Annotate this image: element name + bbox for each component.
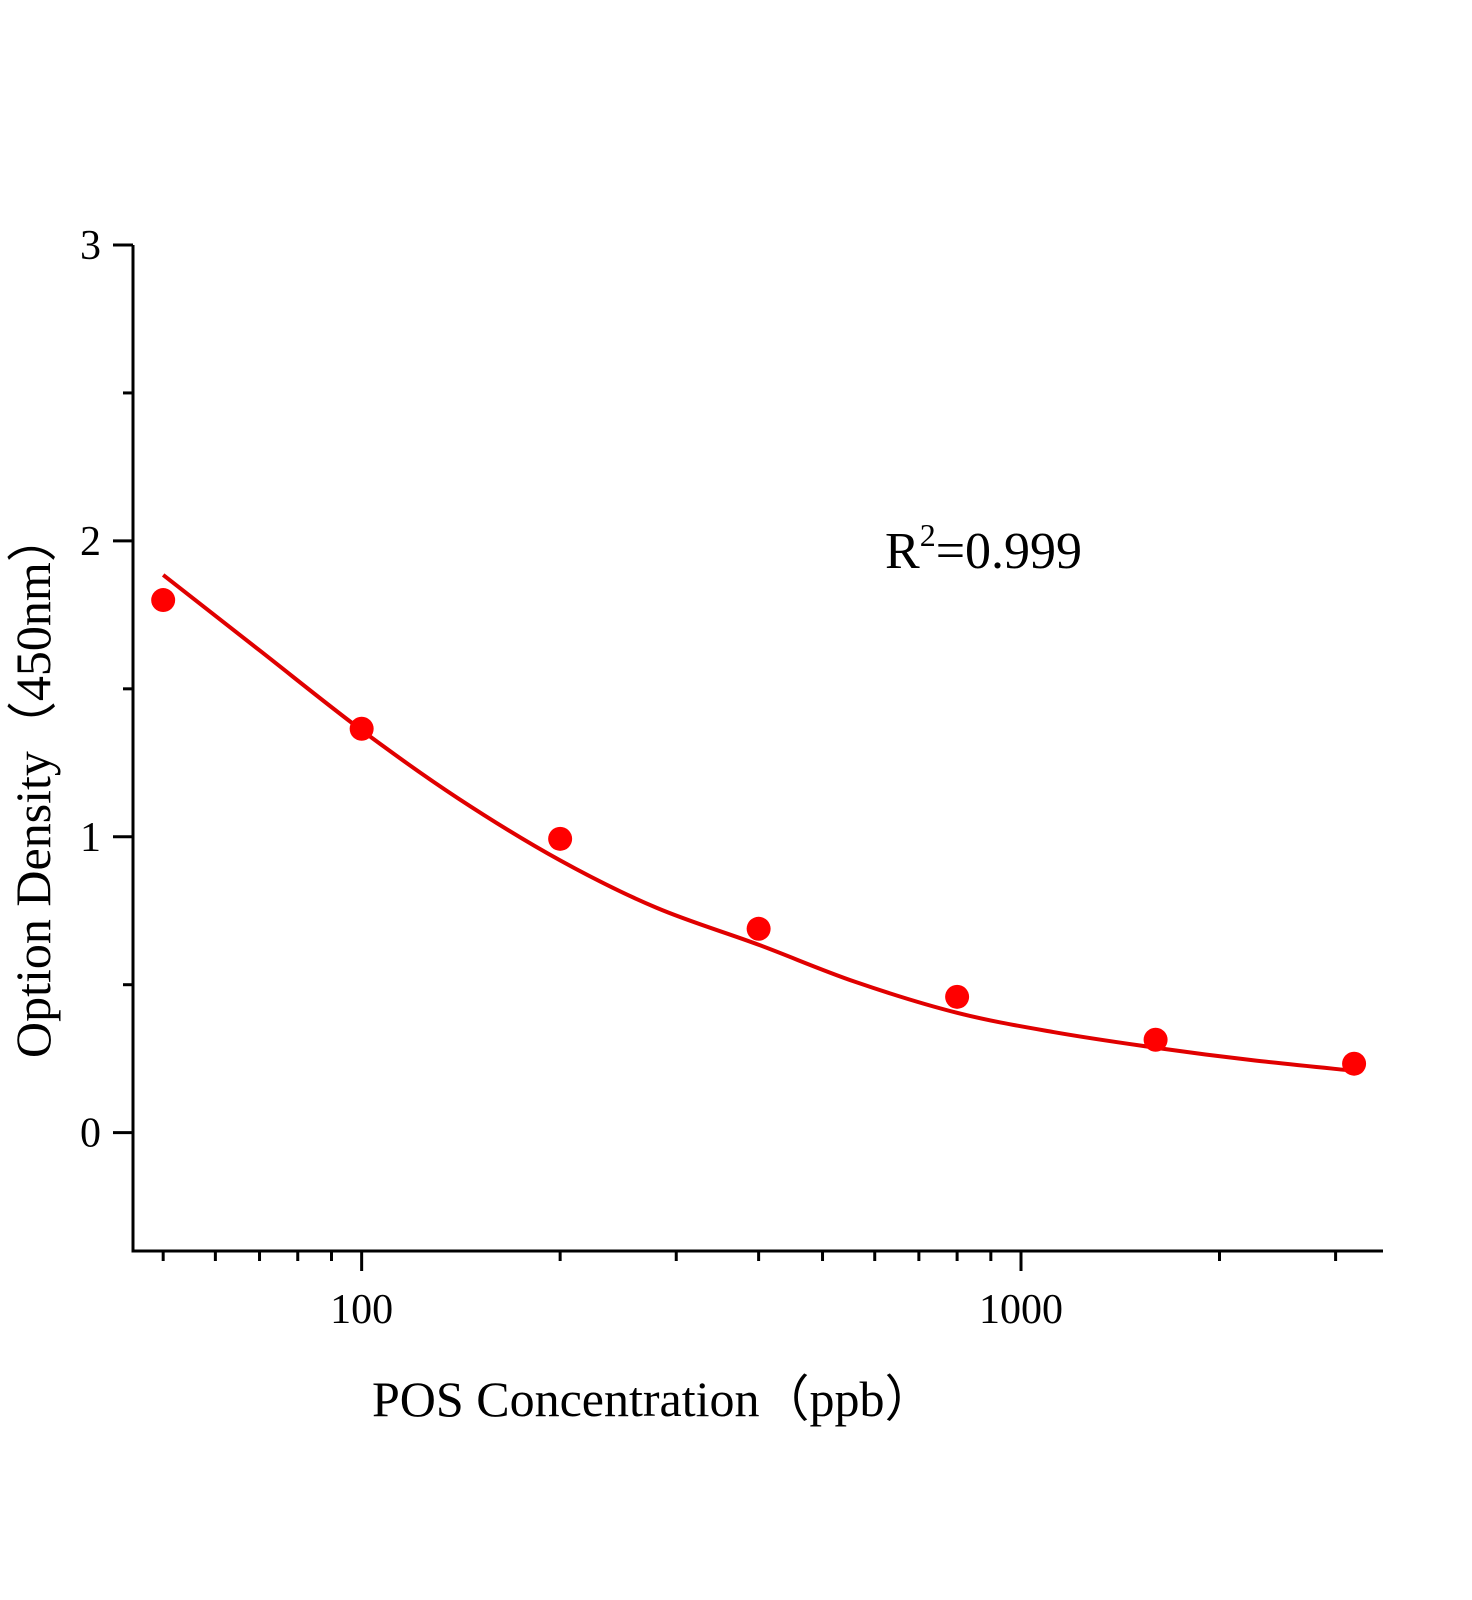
data-point <box>349 716 374 741</box>
data-point <box>151 588 176 613</box>
r-squared-annotation: R2=0.999 <box>885 517 1082 580</box>
data-point <box>1143 1027 1168 1052</box>
data-point <box>1342 1051 1367 1076</box>
data-point <box>945 984 970 1009</box>
data-point <box>746 916 771 941</box>
data-point <box>548 826 573 851</box>
y-tick-label: 3 <box>80 223 101 269</box>
x-tick-label: 1000 <box>979 1287 1063 1333</box>
fit-curve <box>161 573 1355 1073</box>
y-axis-label: Option Density（450nm） <box>5 512 61 1058</box>
x-tick-label: 100 <box>330 1287 393 1333</box>
x-axis-label: POS Concentration（ppb） <box>372 1371 934 1427</box>
ticks: 0 1 2 3 100 1000 <box>80 223 1338 1333</box>
y-tick-label: 1 <box>80 815 101 861</box>
y-tick-label: 2 <box>80 519 101 565</box>
axes <box>131 245 1383 1253</box>
y-tick-label: 0 <box>80 1111 101 1157</box>
series <box>151 573 1367 1076</box>
